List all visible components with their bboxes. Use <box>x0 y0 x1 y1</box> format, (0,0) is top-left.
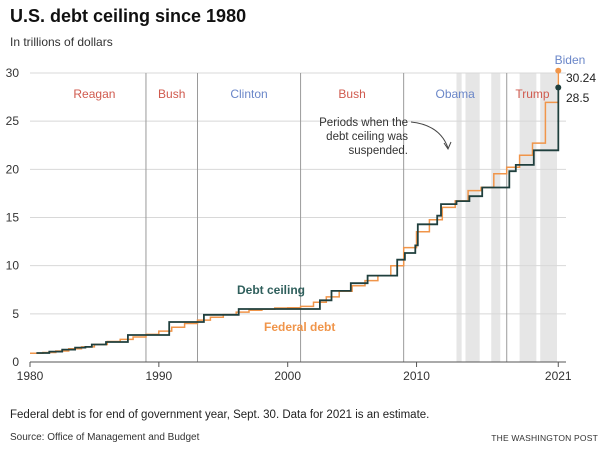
y-tick-label-15: 15 <box>6 211 20 225</box>
president-label-trump-2017: Trump <box>515 87 550 101</box>
annotation-line-3: suspended. <box>349 145 408 157</box>
x-tick-label-1980: 1980 <box>17 369 44 383</box>
x-tick-label-2010: 2010 <box>403 369 430 383</box>
end-label-debt-ceiling: 28.5 <box>566 91 590 105</box>
president-label-reagan-1981: Reagan <box>73 87 115 101</box>
endpoint-dot-federal-debt <box>555 67 562 74</box>
series-labels: Debt ceiling Federal debt Periods when t… <box>237 71 596 334</box>
presidential-term-lines <box>145 73 508 362</box>
source-note: Source: Office of Management and Budget <box>10 432 200 443</box>
footnote: Federal debt is for end of government ye… <box>10 409 430 421</box>
series-label-federal-debt: Federal debt <box>264 320 335 334</box>
end-label-federal-debt: 30.24 <box>566 71 596 85</box>
series-label-debt-ceiling: Debt ceiling <box>237 283 305 297</box>
annotation-line-1: Periods when the <box>319 117 408 129</box>
chart-subtitle: In trillions of dollars <box>10 35 113 49</box>
president-label-biden-2021: Biden <box>555 53 586 67</box>
line-debt-ceiling <box>36 87 560 354</box>
x-tick-label-1990: 1990 <box>145 369 172 383</box>
annotation-arrowhead <box>443 141 452 151</box>
chart-title: U.S. debt ceiling since 1980 <box>10 6 247 26</box>
y-tick-label-0: 0 <box>12 355 19 369</box>
line-federal-debt <box>30 70 560 354</box>
president-label-bush-1989: Bush <box>158 87 185 101</box>
publisher-credit: THE WASHINGTON POST <box>491 433 598 443</box>
x-tick-label-2021: 2021 <box>545 369 572 383</box>
series-lines <box>30 67 562 354</box>
gridlines <box>30 72 566 315</box>
y-tick-label-20: 20 <box>6 162 20 176</box>
president-label-obama-2009: Obama <box>436 87 476 101</box>
annotation-arrow <box>410 121 449 149</box>
y-tick-label-30: 30 <box>6 66 20 80</box>
y-tick-label-25: 25 <box>6 114 20 128</box>
president-label-bush-2001: Bush <box>338 87 365 101</box>
endpoint-dot-debt-ceiling <box>555 84 562 91</box>
x-tick-label-2000: 2000 <box>274 369 301 383</box>
annotation-line-2: debt ceiling was <box>326 131 408 143</box>
y-tick-label-10: 10 <box>6 259 20 273</box>
president-label-clinton-1993: Clinton <box>230 87 267 101</box>
president-labels: Reagan Bush Clinton Bush Obama Trump Biden <box>73 53 585 101</box>
y-tick-label-5: 5 <box>12 307 19 321</box>
axes: 0 5 10 15 20 25 30 1980 1990 2000 2010 2021 <box>6 66 572 383</box>
